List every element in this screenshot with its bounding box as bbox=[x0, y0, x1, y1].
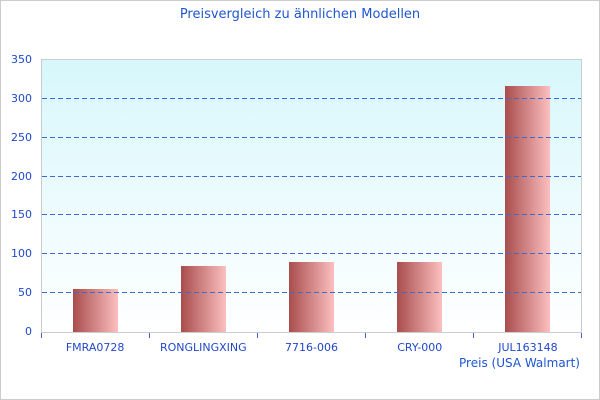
bar-slots bbox=[42, 60, 581, 332]
gridline bbox=[42, 136, 581, 138]
x-axis-title: Preis (USA Walmart) bbox=[459, 356, 580, 370]
gridline bbox=[42, 175, 581, 177]
x-axis-label: 7716-006 bbox=[285, 341, 338, 354]
y-axis-label: 150 bbox=[11, 208, 32, 222]
x-axis-tick bbox=[149, 333, 150, 338]
bar-slot bbox=[150, 60, 258, 332]
x-axis-label: FMRA0728 bbox=[65, 341, 125, 354]
bar-CRY-000 bbox=[396, 262, 442, 332]
x-axis-labels: FMRA0728 RONGLINGXING 7716-006 CRY-000 JUL16… bbox=[41, 341, 582, 354]
plot-area bbox=[41, 59, 582, 333]
gridline bbox=[42, 214, 581, 216]
gridline bbox=[42, 292, 581, 294]
y-axis-label: 100 bbox=[11, 247, 32, 261]
bar-FMRA0728 bbox=[73, 289, 119, 332]
gridline bbox=[42, 97, 581, 99]
y-axis-label: 300 bbox=[11, 91, 32, 105]
y-axis-label: 350 bbox=[11, 53, 32, 66]
x-axis-tick bbox=[473, 333, 474, 338]
bar-JUL163148 bbox=[504, 86, 550, 332]
x-axis-label: RONGLINGXING bbox=[159, 341, 247, 354]
bar-slot bbox=[365, 60, 473, 332]
y-axis-label: 200 bbox=[11, 169, 32, 183]
chart-title: Preisvergleich zu ähnlichen Modellen bbox=[179, 7, 421, 22]
y-axis-label: 0 bbox=[25, 325, 32, 338]
bar-slot bbox=[258, 60, 366, 332]
x-axis-tick bbox=[257, 333, 258, 338]
x-axis-tick bbox=[41, 333, 42, 338]
bar-RONGLINGXING bbox=[181, 265, 227, 332]
bar-7716-006 bbox=[288, 262, 334, 332]
x-axis-tick bbox=[365, 333, 366, 338]
bar-slot bbox=[473, 60, 581, 332]
x-axis-tick bbox=[581, 333, 582, 338]
gridline bbox=[42, 253, 581, 255]
x-axis-label: JUL163148 bbox=[498, 341, 558, 354]
y-axis-label: 250 bbox=[11, 130, 32, 144]
x-axis-label: CRY-000 bbox=[397, 341, 443, 354]
bar-slot bbox=[42, 60, 150, 332]
y-axis-label: 50 bbox=[18, 286, 32, 300]
